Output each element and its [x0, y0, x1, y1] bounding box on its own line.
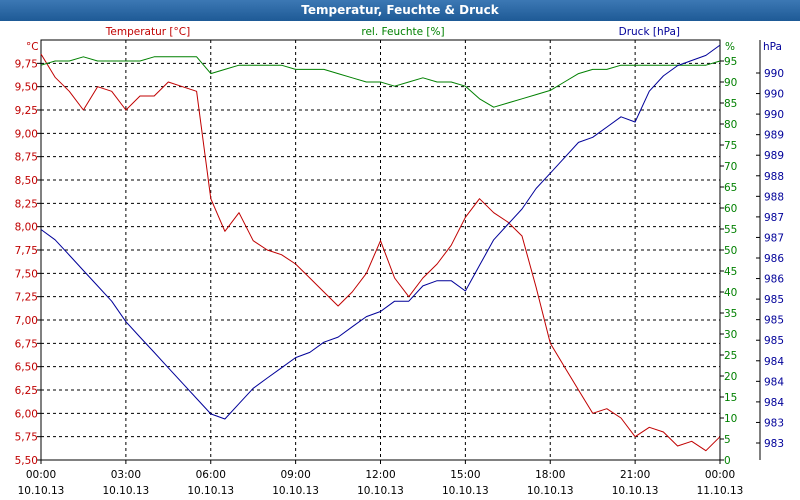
x-tick-label-time: 09:00	[280, 469, 310, 481]
pressure-line	[40, 44, 721, 420]
pressure-tick-label: 990	[764, 89, 784, 101]
x-tick-label-time: 06:00	[196, 469, 226, 481]
humidity-tick-label: 5	[724, 434, 731, 446]
pressure-tick-label: 986	[764, 274, 784, 286]
temperature-tick-label: 8,25	[15, 198, 38, 210]
x-tick-label-date: 10.10.13	[18, 485, 65, 497]
x-tick-label-date: 10.10.13	[187, 485, 234, 497]
chart-background	[0, 21, 800, 500]
x-tick-label-date: 10.10.13	[272, 485, 319, 497]
humidity-tick-label: 85	[724, 98, 737, 110]
temperature-line	[40, 53, 721, 452]
humidity-axis-title: rel. Feuchte [%]	[361, 26, 444, 38]
temperature-axis-title: Temperatur [°C]	[105, 26, 190, 38]
x-tick-label-date: 10.10.13	[527, 485, 574, 497]
humidity-tick-label: 45	[724, 266, 737, 278]
chart-title: Temperatur, Feuchte & Druck	[0, 0, 800, 21]
x-tick-label-date: 11.10.13	[697, 485, 744, 497]
pressure-axis-title: Druck [hPa]	[619, 26, 680, 38]
pressure-tick-label: 985	[764, 294, 784, 306]
temperature-tick-label: 5,50	[15, 455, 38, 467]
x-tick-label-time: 21:00	[620, 469, 650, 481]
pressure-tick-label: 986	[764, 253, 784, 265]
x-tick-label-date: 10.10.13	[612, 485, 659, 497]
chart: 00:00 10.10.13 03:00 10.10.13 06:00 10.10.13 0…	[0, 21, 800, 500]
humidity-tick-label: 90	[724, 77, 737, 89]
temperature-tick-label: 6,00	[15, 408, 38, 420]
temperature-tick-label: 8,00	[15, 222, 38, 234]
temperature-tick-label: 8,75	[15, 152, 38, 164]
temperature-tick-label: 5,75	[15, 432, 38, 444]
humidity-tick-label: 75	[724, 140, 737, 152]
x-tick-label-time: 18:00	[535, 469, 565, 481]
pressure-tick-label: 990	[764, 109, 784, 121]
pressure-tick-label: 987	[764, 232, 784, 244]
humidity-tick-label: 40	[724, 287, 737, 299]
pressure-tick-label: 990	[764, 68, 784, 80]
pressure-tick-label: 983	[764, 417, 784, 429]
temperature-tick-label: 9,00	[15, 128, 38, 140]
pressure-tick-label: 988	[764, 171, 784, 183]
pressure-tick-label: 987	[764, 212, 784, 224]
x-tick-label-date: 10.10.13	[442, 485, 489, 497]
humidity-tick-label: 30	[724, 329, 737, 341]
temperature-tick-label: 6,75	[15, 338, 38, 350]
grid	[41, 40, 720, 460]
pressure-tick-label: 984	[764, 397, 784, 409]
humidity-tick-label: 70	[724, 161, 737, 173]
pressure-tick-label: 984	[764, 376, 784, 388]
pressure-unit-label: hPa	[763, 41, 782, 53]
humidity-tick-label: 60	[724, 203, 737, 215]
x-tick-label-time: 15:00	[450, 469, 480, 481]
temperature-tick-label: 9,25	[15, 105, 38, 117]
temperature-tick-label: 6,25	[15, 385, 38, 397]
humidity-tick-label: 0	[724, 455, 731, 467]
temperature-tick-label: 7,25	[15, 292, 38, 304]
pressure-tick-label: 989	[764, 150, 784, 162]
humidity-tick-label: 80	[724, 119, 737, 131]
series	[40, 44, 721, 452]
temperature-tick-label: 7,00	[15, 315, 38, 327]
temperature-tick-label: 6,50	[15, 362, 38, 374]
x-tick-label-time: 03:00	[111, 469, 141, 481]
labels: 00:00 10.10.13 03:00 10.10.13 06:00 10.10.13 0…	[15, 26, 785, 497]
temperature-tick-label: 7,75	[15, 245, 38, 257]
x-tick-label-date: 10.10.13	[102, 485, 149, 497]
pressure-tick-label: 985	[764, 335, 784, 347]
pressure-tick-label: 988	[764, 191, 784, 203]
humidity-tick-label: 95	[724, 56, 737, 68]
temperature-tick-label: 8,50	[15, 175, 38, 187]
humidity-tick-label: 25	[724, 350, 737, 362]
humidity-tick-label: 55	[724, 224, 737, 236]
temperature-tick-label: 9,75	[15, 58, 38, 70]
humidity-tick-label: 50	[724, 245, 737, 257]
pressure-tick-label: 985	[764, 315, 784, 327]
humidity-tick-label: 65	[724, 182, 737, 194]
pressure-tick-label: 984	[764, 356, 784, 368]
x-tick-label-time: 12:00	[365, 469, 395, 481]
humidity-tick-label: 35	[724, 308, 737, 320]
pressure-tick-label: 983	[764, 438, 784, 450]
humidity-tick-label: 10	[724, 413, 737, 425]
x-tick-label-time: 00:00	[705, 469, 735, 481]
humidity-unit-label: %	[725, 41, 735, 53]
x-tick-label-date: 10.10.13	[357, 485, 404, 497]
humidity-tick-label: 15	[724, 392, 737, 404]
temperature-unit-label: °C	[26, 41, 39, 53]
axes	[37, 39, 761, 464]
temperature-tick-label: 7,50	[15, 268, 38, 280]
temperature-tick-label: 9,50	[15, 82, 38, 94]
x-tick-label-time: 00:00	[26, 469, 56, 481]
humidity-line	[40, 56, 721, 108]
pressure-tick-label: 989	[764, 130, 784, 142]
humidity-tick-label: 20	[724, 371, 737, 383]
